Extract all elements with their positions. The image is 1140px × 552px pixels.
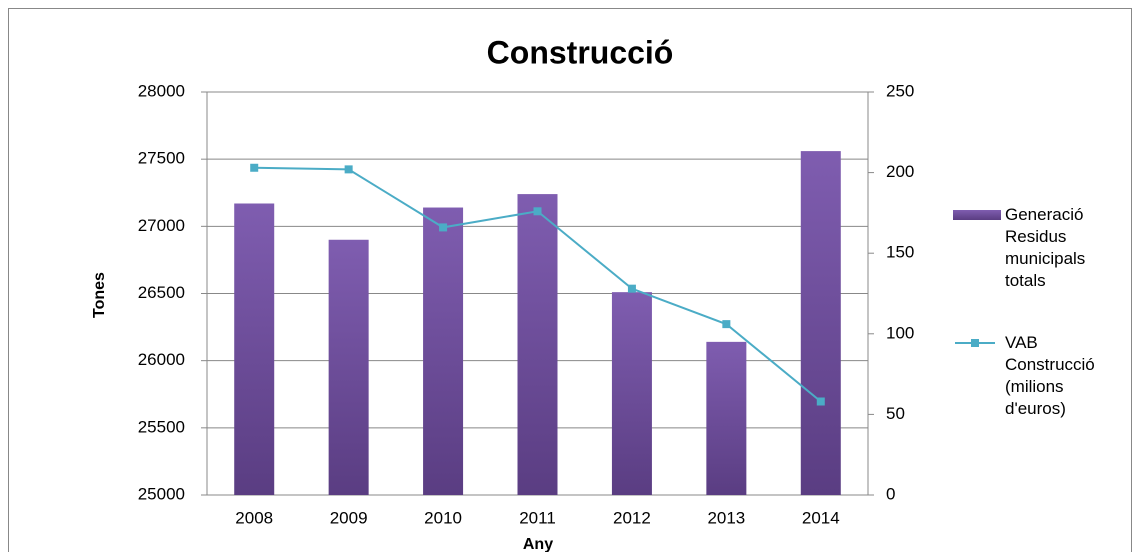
marker: [533, 207, 542, 216]
marker: [722, 320, 731, 329]
x-tick-label: 2010: [424, 508, 462, 527]
bar: [611, 292, 652, 495]
y2-tick-label: 50: [886, 404, 905, 423]
y-tick-label: 28000: [138, 81, 185, 100]
y-tick-label: 27500: [138, 149, 185, 168]
bar: [234, 203, 275, 495]
marker: [344, 165, 353, 174]
y2-tick-label: 250: [886, 81, 914, 100]
y-tick-label: 26500: [138, 283, 185, 302]
x-tick-label: 2013: [707, 508, 745, 527]
x-axis-label: Any: [523, 536, 553, 552]
legend-label: VAB Construcció (milions d'euros): [1005, 333, 1095, 418]
marker: [816, 397, 825, 406]
x-tick-label: 2009: [330, 508, 368, 527]
bar: [517, 194, 558, 496]
x-tick-label: 2014: [802, 508, 840, 527]
x-tick-label: 2012: [613, 508, 651, 527]
marker: [627, 284, 636, 293]
y2-tick-label: 150: [886, 243, 914, 262]
marker: [250, 163, 259, 172]
bar: [328, 239, 369, 495]
y-tick-label: 25500: [138, 417, 185, 436]
legend-swatch: [953, 210, 1001, 220]
y2-tick-label: 0: [886, 484, 895, 503]
legend-label: Generació Residus municipals totals: [1005, 205, 1086, 290]
x-tick-label: 2011: [519, 508, 556, 527]
y2-tick-label: 200: [886, 162, 914, 181]
bar: [706, 341, 747, 495]
marker: [439, 223, 448, 232]
bar: [800, 151, 841, 495]
y-tick-label: 27000: [138, 216, 185, 235]
y-tick-label: 26000: [138, 350, 185, 369]
y-tick-label: 25000: [138, 484, 185, 503]
y-axis-label: Tones: [91, 272, 108, 318]
y2-tick-label: 100: [886, 323, 914, 342]
bar: [423, 207, 464, 495]
frame: [8, 8, 1132, 552]
legend-marker: [971, 339, 979, 347]
chart-title: Construcció: [487, 34, 674, 70]
x-tick-label: 2008: [235, 508, 273, 527]
